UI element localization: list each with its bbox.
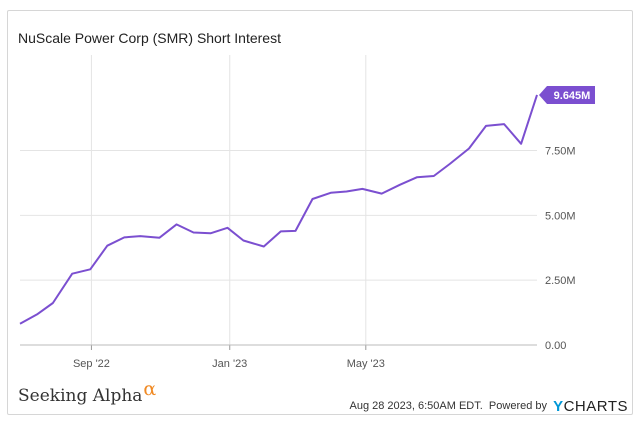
chart-title: NuScale Power Corp (SMR) Short Interest	[18, 30, 281, 46]
y-tick-label: 5.00M	[545, 210, 576, 222]
ycharts-rest: CHARTS	[563, 398, 628, 415]
powered-by-label: Powered by	[488, 400, 548, 412]
x-tick-label: May '23	[347, 358, 385, 370]
series-line	[19, 94, 538, 325]
chart-footer: Aug 28 2023, 6:50AM EDT. Powered by YCHA…	[349, 398, 628, 415]
x-tick-label: Jan '23	[212, 358, 247, 370]
last-value-badge	[539, 85, 595, 104]
last-value-label: 9.645M	[554, 90, 591, 102]
chart-frame	[7, 10, 633, 415]
alpha-symbol: α	[143, 378, 157, 400]
y-tick-label: 0.00	[545, 340, 566, 352]
brand-name: Seeking Alpha	[18, 386, 143, 406]
y-tick-label: 7.50M	[545, 146, 576, 158]
x-tick-label: Sep '22	[73, 358, 110, 370]
y-tick-label: 2.50M	[545, 275, 576, 287]
ycharts-y: Y	[553, 398, 564, 415]
seeking-alpha-logo[interactable]: Seeking Alphaα	[18, 378, 156, 406]
ycharts-logo[interactable]: YCHARTS	[553, 398, 628, 415]
timestamp: Aug 28 2023, 6:50AM EDT.	[349, 400, 483, 412]
